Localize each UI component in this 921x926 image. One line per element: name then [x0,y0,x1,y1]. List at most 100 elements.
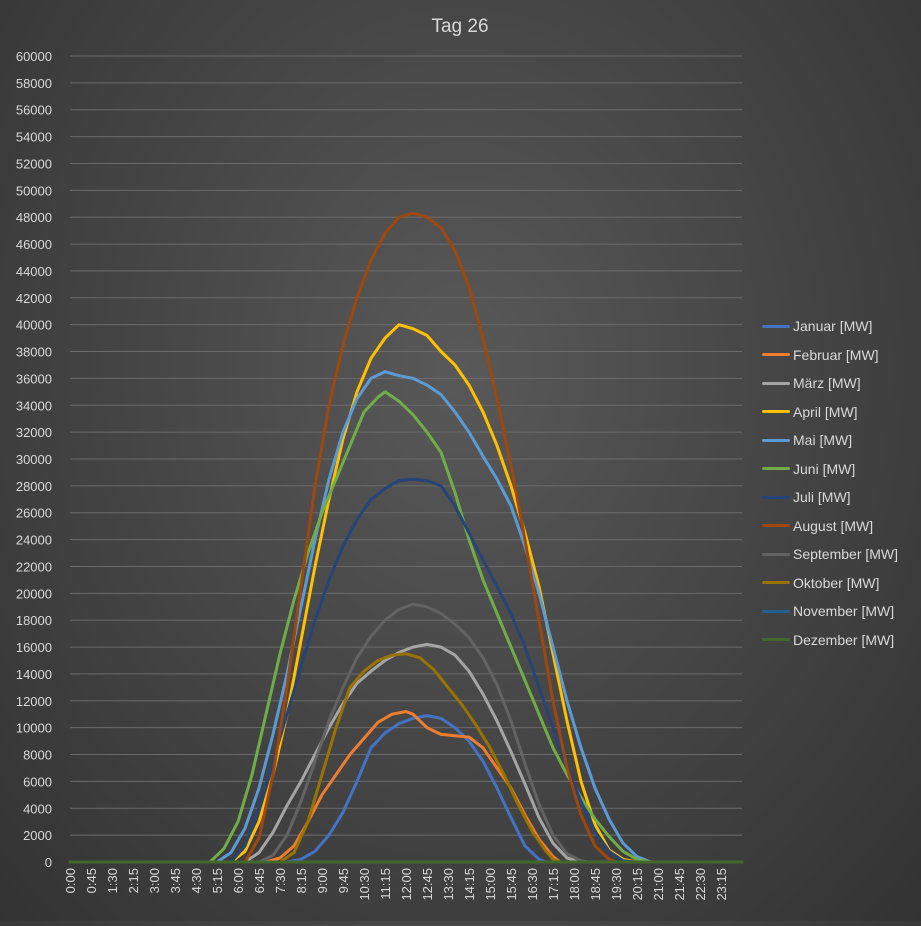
legend-label: Juni [MW] [793,460,856,477]
legend-swatch [762,353,790,357]
y-tick-label: 48000 [16,210,52,225]
x-tick-label: 8:15 [294,868,309,893]
x-tick-label: 20:15 [630,868,645,901]
x-tick-label: 9:45 [336,868,351,893]
x-tick-label: 1:30 [105,868,120,893]
legend-label: September [MW] [793,546,899,563]
x-tick-label: 18:00 [567,868,582,901]
legend-item: November [MW] [762,597,921,626]
x-tick-label: 12:00 [399,868,414,901]
legend-item: September [MW] [762,540,921,569]
legend-item: Oktober [MW] [762,569,921,598]
y-tick-label: 8000 [23,748,52,763]
legend-label: Mai [MW] [793,432,853,449]
legend-item: Dezember [MW] [762,626,921,655]
legend-label: Oktober [MW] [793,574,880,591]
legend-item: Juli [MW] [762,483,921,512]
series-line [68,642,744,864]
y-tick-label: 4000 [23,801,52,816]
legend-label: März [MW] [793,375,861,392]
x-tick-label: 11:15 [378,868,393,900]
legend-swatch [762,638,790,642]
legend-swatch [762,324,790,328]
x-tick-label: 22:30 [693,868,708,901]
series-line [68,390,744,864]
y-tick-label: 54000 [16,130,52,145]
y-tick-label: 60000 [16,49,52,64]
y-tick-label: 36000 [16,371,52,386]
x-tick-label: 6:45 [252,868,267,893]
legend-item: August [MW] [762,512,921,541]
legend-swatch [762,410,790,414]
y-tick-label: 46000 [16,237,52,252]
x-tick-label: 18:45 [588,868,603,901]
y-tick-label: 58000 [16,76,52,91]
legend-swatch [762,467,790,471]
legend-item: Juni [MW] [762,455,921,484]
x-tick-label: 0:45 [84,868,99,893]
y-tick-label: 20000 [16,586,52,601]
series-line [68,652,744,864]
series-lines [68,211,744,864]
x-tick-label: 19:30 [609,868,624,901]
x-tick-label: 16:30 [525,868,540,901]
x-tick-label: 2:15 [126,868,141,893]
y-tick-label: 34000 [16,398,52,413]
legend-item: Februar [MW] [762,341,921,370]
y-tick-label: 26000 [16,506,52,521]
y-tick-label: 56000 [16,103,52,118]
x-tick-label: 17:15 [546,868,561,901]
legend-swatch [762,438,790,442]
y-tick-label: 2000 [23,828,52,843]
x-tick-label: 12:45 [420,868,435,901]
legend-label: August [MW] [793,517,874,534]
chart-title: Tag 26 [431,16,488,37]
y-tick-label: 12000 [16,694,52,709]
legend: Januar [MW] Februar [MW] März [MW] April [M… [762,312,921,654]
legend-label: November [MW] [793,603,895,620]
y-tick-label: 16000 [16,640,52,655]
y-tick-label: 22000 [16,559,52,574]
x-tick-label: 3:00 [147,868,162,893]
x-tick-label: 6:00 [231,868,246,893]
legend-swatch [762,609,790,613]
series-line [68,602,744,864]
legend-item: Januar [MW] [762,312,921,341]
y-tick-label: 52000 [16,156,52,171]
legend-label: Juli [MW] [793,489,851,506]
legend-swatch [762,552,790,556]
y-tick-label: 18000 [16,613,52,628]
legend-swatch [762,581,790,585]
y-axis-tick-labels: 0 2000 4000 6000 8000 10000 12000 14000 16000 180… [16,49,52,870]
legend-label: April [MW] [793,403,858,420]
y-tick-label: 42000 [16,291,52,306]
x-tick-label: 0:00 [63,868,78,893]
x-tick-label: 21:45 [672,868,687,901]
x-axis-tick-labels: 0:00 0:45 1:30 2:15 3:00 3:45 4:30 5:15 6:00 6:45… [63,868,729,901]
y-tick-label: 28000 [16,479,52,494]
y-tick-label: 44000 [16,264,52,279]
x-tick-label: 9:00 [315,868,330,893]
x-tick-label: 14:15 [462,868,477,901]
y-tick-label: 38000 [16,345,52,360]
y-tick-label: 40000 [16,318,52,333]
legend-item: Mai [MW] [762,426,921,455]
x-tick-label: 4:30 [189,868,204,893]
y-tick-label: 14000 [16,667,52,682]
legend-label: Dezember [MW] [793,631,895,648]
y-tick-label: 6000 [23,774,52,789]
y-tick-label: 24000 [16,533,52,548]
x-tick-label: 21:00 [651,868,666,901]
series-line [68,370,744,864]
series-line [68,211,744,864]
grid-lines [70,55,742,863]
legend-swatch [762,381,790,385]
x-tick-label: 13:30 [441,868,456,901]
legend-label: Februar [MW] [793,346,879,363]
series-line [68,710,744,864]
legend-item: März [MW] [762,369,921,398]
x-tick-label: 10:30 [357,868,372,901]
x-tick-label: 5:15 [210,868,225,893]
